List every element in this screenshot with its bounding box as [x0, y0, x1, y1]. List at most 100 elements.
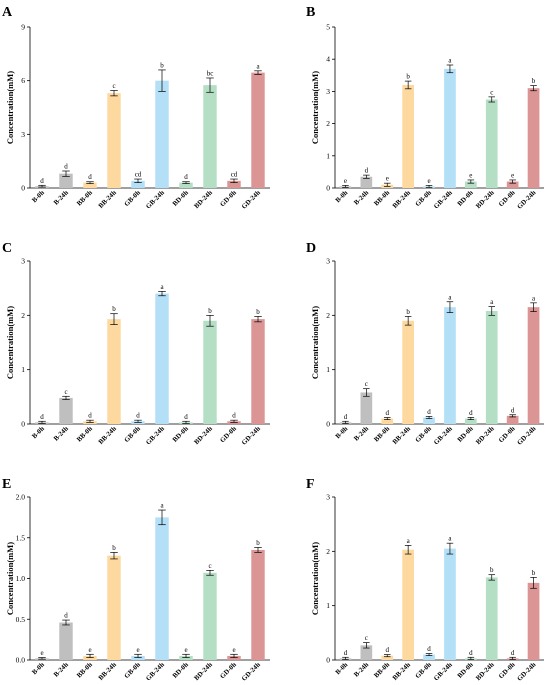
significance-letter: d — [232, 412, 236, 420]
significance-letter: d — [469, 649, 473, 657]
y-tick-label: 3 — [326, 493, 330, 502]
significance-letter: d — [427, 408, 431, 416]
significance-letter: d — [469, 409, 473, 417]
y-tick-label: 0 — [21, 184, 25, 193]
bar-b-24h — [59, 397, 73, 424]
y-axis-label: Concentration(mM) — [5, 71, 15, 144]
x-tick-label: BB-0h — [76, 661, 94, 679]
y-axis-label: Concentration(mM) — [5, 542, 15, 615]
y-tick-label: 0 — [326, 656, 330, 665]
x-tick-label: GD-24h — [241, 189, 262, 210]
y-tick-label: 3 — [21, 257, 25, 266]
x-tick-label: BB-24h — [97, 189, 118, 210]
x-tick-label: BD-24h — [193, 189, 214, 210]
panel-label: C — [2, 241, 12, 256]
x-tick-label: GD-24h — [516, 425, 537, 446]
y-tick-label: 5 — [326, 23, 330, 32]
significance-letter: d — [344, 413, 348, 421]
x-tick-label: B-24h — [353, 425, 370, 442]
bar-gd-24h — [251, 549, 265, 660]
y-tick-label: 2 — [326, 547, 330, 556]
bar-gd-0h — [227, 655, 241, 660]
bar-bd-0h — [464, 418, 477, 424]
significance-letter: e — [469, 171, 472, 179]
x-tick-label: BB-0h — [373, 661, 391, 679]
bar-gb-0h — [131, 180, 145, 188]
x-tick-label: BD-0h — [456, 661, 474, 679]
significance-letter: d — [40, 177, 44, 185]
bar-bd-0h — [179, 182, 193, 188]
bar-bb-0h — [381, 418, 394, 424]
panel-label: F — [306, 477, 315, 492]
significance-letter: a — [448, 293, 452, 301]
significance-letter: a — [160, 502, 164, 510]
y-tick-label: 6 — [21, 76, 25, 85]
significance-letter: b — [532, 569, 536, 577]
x-tick-label: B-0h — [335, 661, 350, 676]
bar-gd-0h — [506, 181, 519, 188]
x-tick-label: BB-24h — [392, 425, 413, 446]
bar-bb-24h — [402, 549, 415, 660]
bar-gd-24h — [527, 582, 540, 660]
bar-bd-24h — [485, 99, 498, 188]
significance-letter: d — [40, 413, 44, 421]
chart-panel-b: B Concentration(mM) 0 1 2 3 4 5 e B-0h d B-24h e BB-0… — [306, 5, 544, 211]
significance-letter: a — [448, 535, 452, 543]
significance-letter: d — [88, 173, 92, 181]
x-tick-label: GB-24h — [433, 425, 454, 446]
significance-letter: e — [184, 646, 187, 654]
y-axis-label: Concentration(mM) — [310, 306, 320, 379]
x-tick-label: GB-24h — [145, 425, 166, 446]
bar-bb-24h — [107, 93, 121, 188]
significance-letter: d — [184, 173, 188, 181]
y-tick-label: 1 — [21, 365, 25, 374]
significance-letter: d — [386, 409, 390, 417]
bar-bd-24h — [203, 572, 217, 660]
y-tick-label: 2 — [326, 119, 330, 128]
significance-letter: a — [490, 298, 494, 306]
x-tick-label: GD-0h — [498, 661, 517, 680]
x-tick-label: GD-24h — [516, 189, 537, 210]
bar-b-24h — [59, 173, 73, 188]
significance-letter: c — [490, 88, 493, 96]
significance-letter: a — [407, 537, 411, 545]
significance-letter: d — [88, 412, 92, 420]
bar-gb-24h — [155, 517, 169, 660]
x-tick-label: BB-0h — [76, 425, 94, 443]
bar-bd-0h — [464, 181, 477, 188]
bar-bd-0h — [179, 655, 193, 660]
x-tick-label: GB-24h — [433, 661, 454, 682]
x-tick-label: BD-24h — [475, 661, 496, 682]
bar-bb-24h — [107, 555, 121, 660]
x-tick-label: B-0h — [31, 661, 46, 676]
x-tick-label: GB-0h — [414, 661, 433, 680]
x-tick-label: BD-0h — [456, 189, 474, 207]
bar-gb-0h — [423, 417, 435, 424]
y-tick-label: 0 — [21, 420, 25, 429]
significance-letter: a — [160, 283, 164, 291]
bar-bd-24h — [485, 310, 498, 424]
bar-gb-24h — [155, 80, 169, 188]
x-tick-label: BB-24h — [392, 661, 413, 682]
bar-gd-0h — [506, 415, 519, 424]
x-tick-label: BD-24h — [475, 425, 496, 446]
significance-letter: c — [208, 562, 211, 570]
significance-letter: d — [427, 645, 431, 653]
x-tick-label: GD-0h — [498, 425, 517, 444]
significance-letter: d — [64, 612, 68, 620]
bar-gd-24h — [251, 72, 265, 188]
x-tick-label: BD-0h — [456, 425, 474, 443]
significance-letter: c — [365, 380, 368, 388]
x-tick-label: BD-24h — [193, 425, 214, 446]
chart-panel-a: A Concentration(mM) 0 3 6 9 d B-0h d B-24h d BB-0h c… — [2, 5, 270, 211]
y-tick-label: 1 — [326, 151, 330, 160]
significance-letter: e — [232, 646, 235, 654]
x-tick-label: BD-0h — [172, 189, 190, 207]
y-tick-label: 1 — [326, 365, 330, 374]
chart-panel-c: C Concentration(mM) 0 1 2 3 d B-0h c B-24h d BB-0h b… — [2, 241, 270, 447]
significance-letter: b — [532, 77, 536, 85]
significance-letter: b — [160, 61, 164, 69]
significance-letter: b — [112, 544, 116, 552]
bar-b-24h — [360, 645, 373, 660]
significance-letter: b — [208, 307, 212, 315]
